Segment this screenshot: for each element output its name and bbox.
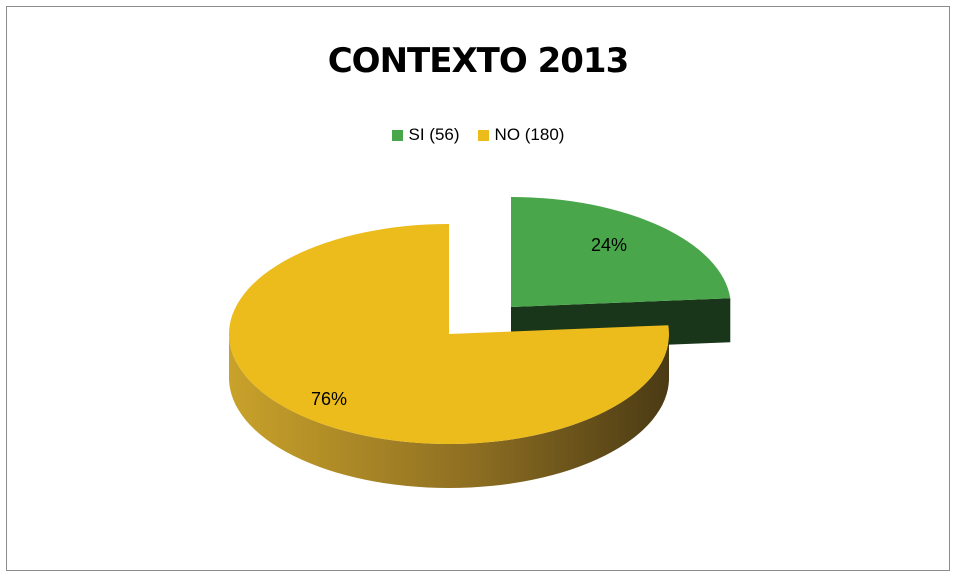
chart-title: CONTEXTO 2013 bbox=[327, 41, 630, 81]
pie-slice-no bbox=[228, 224, 669, 444]
legend-label-si: SI (56) bbox=[408, 125, 460, 144]
data-label-no: 76% bbox=[311, 389, 347, 409]
legend-swatch-si bbox=[391, 129, 403, 141]
data-label-si: 24% bbox=[591, 235, 627, 255]
legend-swatch-no bbox=[477, 129, 489, 141]
slice-side-1 bbox=[229, 334, 669, 488]
pie-slice-si bbox=[511, 197, 731, 307]
legend-entry-si: SI (56) bbox=[391, 125, 460, 145]
chart-area: CONTEXTO 2013 SI (56) NO (180) 24% 76% bbox=[6, 6, 950, 571]
pie-plot: 24% 76% bbox=[228, 197, 731, 488]
chart-legend: SI (56) NO (180) bbox=[7, 125, 949, 145]
legend-label-no: NO (180) bbox=[494, 125, 565, 144]
legend-entry-no: NO (180) bbox=[477, 125, 565, 145]
